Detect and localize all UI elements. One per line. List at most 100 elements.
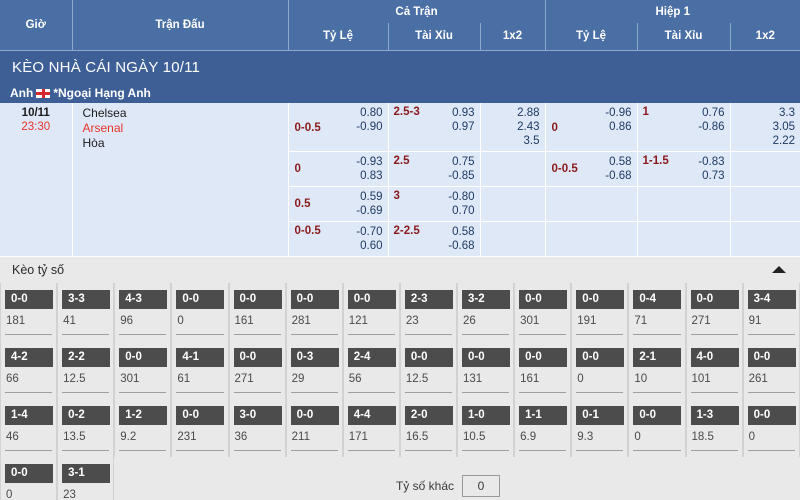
h1-handicap-cell[interactable] xyxy=(545,186,638,222)
correct-score-cell[interactable]: 4-4 171 xyxy=(342,398,400,457)
h1-1x2-cell[interactable] xyxy=(730,151,800,187)
ft-handicap-odd-away[interactable]: -0.69 xyxy=(356,204,383,217)
h1-handicap-line[interactable]: 0-0.5 xyxy=(551,162,578,175)
correct-score-cell[interactable]: 3-3 41 xyxy=(57,282,115,341)
score-label[interactable]: 3-1 xyxy=(62,463,111,483)
correct-score-cell[interactable]: 0-0 161 xyxy=(228,282,286,341)
h1-handicap-cell[interactable]: 0 -0.96 0.86 xyxy=(545,102,638,152)
h1-overunder-odd-under[interactable]: -0.86 xyxy=(698,120,725,133)
correct-score-cell[interactable]: 4-1 61 xyxy=(171,340,229,399)
h1-overunder-line[interactable]: 1 xyxy=(642,105,649,118)
h1-handicap-odd-away[interactable]: -0.68 xyxy=(605,169,632,182)
correct-score-cell[interactable]: 2-2 12.5 xyxy=(57,340,115,399)
correct-score-cell[interactable]: 0-0 191 xyxy=(571,282,629,341)
ft-handicap-cell[interactable]: 0 -0.93 0.83 xyxy=(288,151,389,187)
score-label[interactable]: 0-0 xyxy=(347,289,396,309)
score-label[interactable]: 2-2 xyxy=(62,347,111,367)
ft-overunder-line[interactable]: 3 xyxy=(393,189,400,202)
correct-score-cell[interactable]: 0-3 29 xyxy=(285,340,343,399)
ft-overunder-odd-over[interactable]: 0.58 xyxy=(452,225,475,238)
score-label[interactable]: 0-0 xyxy=(576,347,625,367)
ft-handicap-odd-away[interactable]: 0.83 xyxy=(360,169,383,182)
score-label[interactable]: 0-0 xyxy=(119,347,168,367)
h1-handicap-odd-home[interactable]: -0.96 xyxy=(605,106,632,119)
score-label[interactable]: 0-0 xyxy=(690,289,739,309)
score-label[interactable]: 0-0 xyxy=(747,347,796,367)
correct-score-cell[interactable]: 3-2 26 xyxy=(457,282,515,341)
ft-handicap-cell[interactable]: 0-0.5 0.80 -0.90 xyxy=(288,102,389,152)
correct-score-cell[interactable]: 1-3 18.5 xyxy=(685,398,743,457)
score-label[interactable]: 0-0 xyxy=(519,289,568,309)
ft-handicap-line[interactable]: 0-0.5 xyxy=(294,224,321,237)
score-label[interactable]: 4-2 xyxy=(5,347,53,367)
ft-handicap-cell[interactable]: 0.5 0.59 -0.69 xyxy=(288,186,389,222)
ft-overunder-odd-under[interactable]: 0.70 xyxy=(452,204,475,217)
correct-score-cell[interactable]: 0-0 121 xyxy=(342,282,400,341)
ft-handicap-line[interactable]: 0.5 xyxy=(294,197,311,210)
correct-score-cell[interactable]: 0-0 12.5 xyxy=(399,340,457,399)
ft-overunder-cell[interactable]: 2.5-3 0.93 0.97 xyxy=(388,102,481,152)
correct-score-cell[interactable]: 0-0 231 xyxy=(171,398,229,457)
correct-score-cell[interactable]: 1-2 9.2 xyxy=(114,398,172,457)
ft-handicap-cell[interactable]: 0-0.5 -0.70 0.60 xyxy=(288,221,389,257)
ft-overunder-cell[interactable]: 2.5 0.75 -0.85 xyxy=(388,151,481,187)
score-label[interactable]: 0-0 xyxy=(576,289,625,309)
ft-overunder-cell[interactable]: 3 -0.80 0.70 xyxy=(388,186,481,222)
ft-handicap-odd-away[interactable]: 0.60 xyxy=(360,239,383,252)
ft-1x2-draw[interactable]: 3.5 xyxy=(523,134,540,147)
correct-score-cell[interactable]: 1-1 6.9 xyxy=(514,398,572,457)
h1-handicap-cell[interactable]: 0-0.5 0.58 -0.68 xyxy=(545,151,638,187)
score-label[interactable]: 0-0 xyxy=(404,347,453,367)
ft-1x2-cell[interactable] xyxy=(480,221,546,257)
correct-score-cell[interactable]: 4-2 66 xyxy=(0,340,58,399)
score-label[interactable]: 0-4 xyxy=(633,289,682,309)
score-label[interactable]: 1-0 xyxy=(462,405,510,425)
ft-handicap-line[interactable]: 0 xyxy=(294,162,301,175)
ft-overunder-odd-under[interactable]: -0.68 xyxy=(448,239,475,252)
score-label[interactable]: 4-4 xyxy=(347,405,396,425)
ft-overunder-line[interactable]: 2.5-3 xyxy=(393,105,420,118)
score-label[interactable]: 4-1 xyxy=(176,347,225,367)
score-label[interactable]: 0-0 xyxy=(176,405,225,425)
score-label[interactable]: 1-2 xyxy=(119,405,168,425)
ft-1x2-cell[interactable] xyxy=(480,186,546,222)
correct-score-cell[interactable]: 0-2 13.5 xyxy=(57,398,115,457)
score-label[interactable]: 4-0 xyxy=(690,347,739,367)
h1-overunder-cell[interactable] xyxy=(637,186,731,222)
correct-score-cell[interactable]: 0-0 131 xyxy=(457,340,515,399)
correct-score-cell[interactable]: 2-4 56 xyxy=(342,340,400,399)
score-label[interactable]: 2-4 xyxy=(347,347,396,367)
ft-handicap-line[interactable]: 0-0.5 xyxy=(294,121,321,134)
ft-1x2-cell[interactable] xyxy=(480,151,546,187)
correct-score-cell[interactable]: 3-1 23 xyxy=(57,456,115,500)
ft-1x2-home[interactable]: 2.88 xyxy=(517,106,540,119)
ft-handicap-odd-home[interactable]: 0.59 xyxy=(360,190,383,203)
correct-score-cell[interactable]: 0-0 0 xyxy=(628,398,686,457)
chevron-up-icon[interactable] xyxy=(772,265,786,273)
h1-handicap-cell[interactable] xyxy=(545,221,638,257)
correct-score-cell[interactable]: 0-0 0 xyxy=(571,340,629,399)
score-label[interactable]: 4-3 xyxy=(119,289,168,309)
score-label[interactable]: 2-0 xyxy=(404,405,453,425)
h1-overunder-odd-over[interactable]: 0.76 xyxy=(702,106,725,119)
ft-overunder-line[interactable]: 2.5 xyxy=(393,154,410,167)
score-label[interactable]: 2-3 xyxy=(404,289,453,309)
correct-score-cell[interactable]: 2-3 23 xyxy=(399,282,457,341)
ft-handicap-odd-away[interactable]: -0.90 xyxy=(356,120,383,133)
correct-score-cell[interactable]: 3-0 36 xyxy=(228,398,286,457)
score-label[interactable]: 3-3 xyxy=(62,289,111,309)
score-label[interactable]: 0-0 xyxy=(462,347,510,367)
score-label[interactable]: 1-4 xyxy=(5,405,53,425)
other-score-value[interactable]: 0 xyxy=(462,474,500,497)
correct-score-cell[interactable]: 0-0 0 xyxy=(742,398,800,457)
correct-score-cell[interactable]: 2-1 10 xyxy=(628,340,686,399)
score-label[interactable]: 3-0 xyxy=(233,405,282,425)
correct-score-cell[interactable]: 0-0 261 xyxy=(742,340,800,399)
score-label[interactable]: 0-0 xyxy=(290,405,339,425)
score-label[interactable]: 1-3 xyxy=(690,405,739,425)
correct-score-cell[interactable]: 0-0 161 xyxy=(514,340,572,399)
correct-score-cell[interactable]: 0-0 301 xyxy=(114,340,172,399)
score-label[interactable]: 0-0 xyxy=(290,289,339,309)
ft-handicap-odd-home[interactable]: -0.70 xyxy=(356,225,383,238)
correct-score-cell[interactable]: 0-0 271 xyxy=(685,282,743,341)
